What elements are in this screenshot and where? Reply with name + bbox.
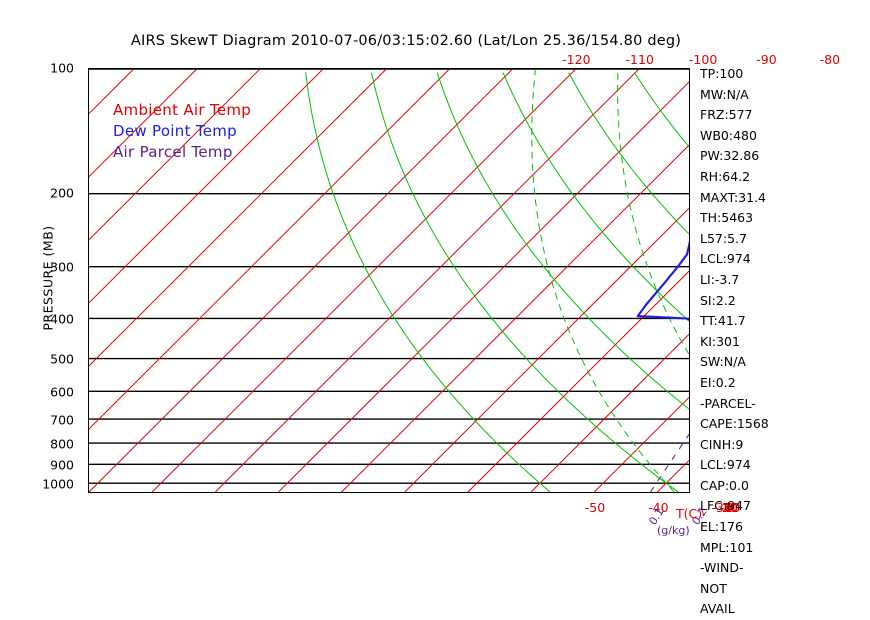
page-title: AIRS SkewT Diagram 2010-07-06/03:15:02.6… xyxy=(130,33,682,49)
pressure-axis: PRESSURE (MB) 100 200 300 400 500 600 700 800 90… xyxy=(0,60,84,500)
top-temp-tick--110: -110 xyxy=(625,52,654,67)
sounding-param-si-2-2: SI:2.2 xyxy=(700,292,736,308)
sounding-param--wind-: -WIND- xyxy=(700,560,744,576)
sounding-param-ki-301: KI:301 xyxy=(700,333,740,349)
pressure-tick-600: 600 xyxy=(50,384,74,400)
mixing-ratio-unit-label: (g/kg) xyxy=(657,524,690,537)
legend-air-parcel-temp: Air Parcel Temp xyxy=(113,143,233,161)
bottom-temp-tick-20: 20 xyxy=(722,500,738,515)
pressure-tick-200: 200 xyxy=(50,185,74,201)
sounding-param--parcel-: -PARCEL- xyxy=(700,395,756,411)
sounding-param-maxt-31-4: MAXT:31.4 xyxy=(700,189,766,205)
bottom-temp-tick--30: -30 xyxy=(711,500,732,515)
sounding-param-th-5463: TH:5463 xyxy=(700,210,754,226)
sounding-param-mpl-101: MPL:101 xyxy=(700,539,754,555)
top-temp-tick--100: -100 xyxy=(688,52,718,67)
pressure-tick-800: 800 xyxy=(50,436,74,452)
skewt-page: AIRS SkewT Diagram 2010-07-06/03:15:02.6… xyxy=(0,33,841,616)
bottom-temp-tick--40: -40 xyxy=(648,500,669,515)
sounding-param-sw-n-a: SW:N/A xyxy=(700,354,746,370)
sounding-param-el-176: EL:176 xyxy=(700,519,743,535)
top-temp-tick--80: -80 xyxy=(819,52,841,67)
pressure-tick-700: 700 xyxy=(50,412,74,428)
pressure-tick-500: 500 xyxy=(50,351,74,367)
sounding-param-lcl-974: LCL:974 xyxy=(700,251,751,267)
pressure-tick-400: 400 xyxy=(50,311,74,327)
sounding-param-l57-5-7: L57:5.7 xyxy=(700,230,747,246)
pressure-tick-300: 300 xyxy=(50,259,74,275)
sounding-param-cape-1568: CAPE:1568 xyxy=(700,416,769,432)
legend: Ambient Air Temp Dew Point Temp Air Parc… xyxy=(113,100,251,163)
sounding-param-li--3-7: LI:-3.7 xyxy=(700,271,740,287)
pressure-tick-1000: 1000 xyxy=(42,476,74,492)
pressure-tick-900: 900 xyxy=(50,457,74,473)
bottom-temp-tick-0: 0 xyxy=(726,500,734,515)
sounding-param-wb0-480: WB0:480 xyxy=(700,127,757,143)
sounding-param-ei-0-2: EI:0.2 xyxy=(700,374,736,390)
top-temp-tick--120: -120 xyxy=(562,52,591,67)
skewt-gridlines xyxy=(89,69,689,492)
sounding-param-tp-100: TP:100 xyxy=(700,66,744,81)
sounding-param-mw-n-a: MW:N/A xyxy=(700,86,749,102)
sounding-param-lcl-974: LCL:974 xyxy=(700,457,751,473)
bottom-temp-tick--10: -10 xyxy=(719,500,741,515)
skewt-plot-area xyxy=(88,68,690,493)
sounding-param-cinh-9: CINH:9 xyxy=(700,436,744,452)
temperature-unit-label: T(C) xyxy=(676,506,703,521)
pressure-tick-100: 100 xyxy=(50,60,74,76)
sounding-param-cap-0-0: CAP:0.0 xyxy=(700,477,749,493)
skewt-sounding-traces xyxy=(636,240,689,322)
sounding-param-pw-32-86: PW:32.86 xyxy=(700,148,760,164)
bottom-temp-tick--20: -20 xyxy=(719,500,741,515)
sounding-param-lfc-947: LFC:947 xyxy=(700,498,751,514)
legend-dew-point-temp: Dew Point Temp xyxy=(113,122,238,140)
sounding-parameters-panel: TP:100 MW:N/A FRZ:577 WB0:480 PW:32.86 RH:64.… xyxy=(700,64,850,620)
bottom-temp-tick--50: -50 xyxy=(584,500,606,515)
sounding-param-tt-41-7: TT:41.7 xyxy=(700,313,746,329)
bottom-temp-tick-30: 30 xyxy=(722,500,738,515)
legend-ambient-air-temp: Ambient Air Temp xyxy=(113,101,252,119)
sounding-param-rh-64-2: RH:64.2 xyxy=(700,168,751,184)
top-temp-tick--90: -90 xyxy=(756,52,777,67)
bottom-temp-tick-10: 10 xyxy=(722,500,738,515)
sounding-param-frz-577: FRZ:577 xyxy=(700,107,753,123)
sounding-param-not: NOT xyxy=(700,580,727,596)
sounding-param-avail: AVAIL xyxy=(700,601,735,617)
